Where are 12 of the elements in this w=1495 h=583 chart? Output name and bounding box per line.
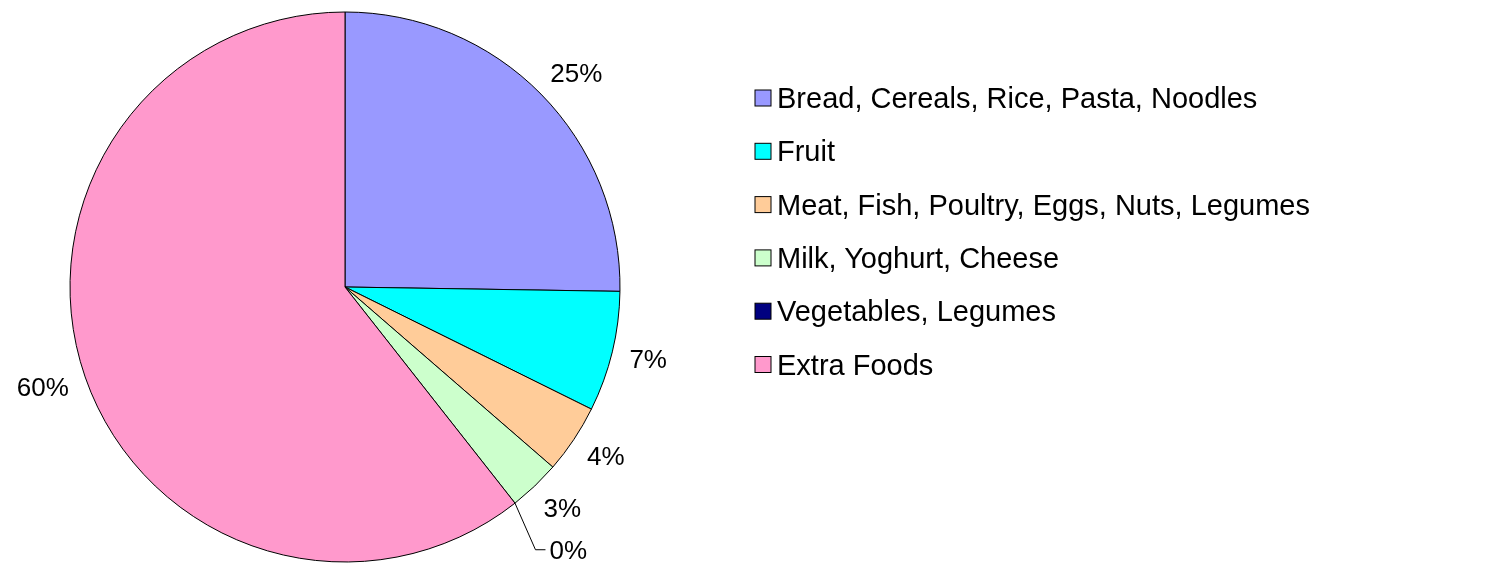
legend-label: Fruit — [777, 135, 835, 168]
legend-label: Milk, Yoghurt, Cheese — [777, 242, 1060, 275]
data-label: 25% — [550, 58, 603, 89]
text: 0% — [549, 534, 588, 565]
legend-label: Bread, Cereals, Rice, Pasta, Noodles — [777, 82, 1258, 115]
data-label: 3% — [543, 492, 582, 523]
data-label: 4% — [586, 441, 625, 472]
data-label: 7% — [629, 344, 667, 375]
legend-label: Vegetables, Legumes — [777, 295, 1056, 328]
legend-label: Meat, Fish, Poultry, Eggs, Nuts, Legumes — [777, 188, 1310, 221]
legend-label: Extra Foods — [777, 348, 934, 381]
data-label: 60% — [16, 371, 69, 402]
